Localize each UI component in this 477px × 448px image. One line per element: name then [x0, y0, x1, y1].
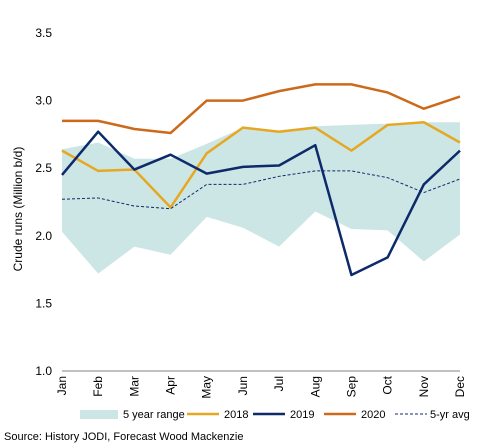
- y-tick-label: 1.0: [35, 364, 52, 378]
- series-lines: [61, 83, 461, 277]
- x-tick-label: Aug: [308, 376, 322, 397]
- y-tick-label: 3.5: [35, 26, 52, 40]
- y-axis-ticks: 1.0 1.5 2.0 2.5 3.0 3.5: [35, 26, 52, 378]
- range-band-area: [62, 122, 460, 274]
- y-axis-label: Crude runs (Million b/d): [11, 147, 25, 272]
- x-tick-label: Jun: [236, 376, 250, 395]
- series-line-2019: [61, 130, 461, 277]
- x-tick-label: Nov: [417, 376, 431, 397]
- y-tick-label: 2.5: [35, 161, 52, 175]
- legend-label: 5 year range: [123, 409, 185, 421]
- legend-label: 2020: [361, 409, 385, 421]
- y-tick-label: 3.0: [35, 94, 52, 108]
- x-axis-ticks: Jan Feb Mar Apr May Jun Jul Aug Sep Oct Nov Dec: [55, 375, 467, 398]
- five-year-range-band: [62, 122, 460, 274]
- x-tick-label: Jan: [55, 376, 69, 395]
- x-tick-label: Feb: [91, 376, 105, 397]
- source-note: Source: History JODI, Forecast Wood Mack…: [4, 431, 244, 443]
- series-line-2020: [62, 83, 461, 135]
- x-tick-label: Mar: [127, 376, 141, 397]
- series-line-5-yr-avg: [61, 170, 461, 210]
- y-tick-label: 2.0: [35, 229, 52, 243]
- x-tick-label: May: [200, 376, 214, 399]
- legend-label: 5-yr avg: [430, 409, 470, 421]
- legend-label: 2018: [224, 409, 248, 421]
- legend-label: 2019: [290, 409, 314, 421]
- x-tick-label: Oct: [381, 375, 395, 394]
- series-line-2018: [61, 120, 461, 209]
- x-tick-label: Sep: [344, 376, 358, 398]
- x-tick-label: Jul: [272, 376, 286, 391]
- x-tick-label: Apr: [164, 376, 178, 395]
- y-tick-label: 1.5: [35, 296, 52, 310]
- legend: 5 year range 2018 2019 2020 5-yr avg: [80, 409, 470, 421]
- legend-swatch-5-year-range: [80, 410, 118, 419]
- x-tick-label: Dec: [453, 376, 467, 397]
